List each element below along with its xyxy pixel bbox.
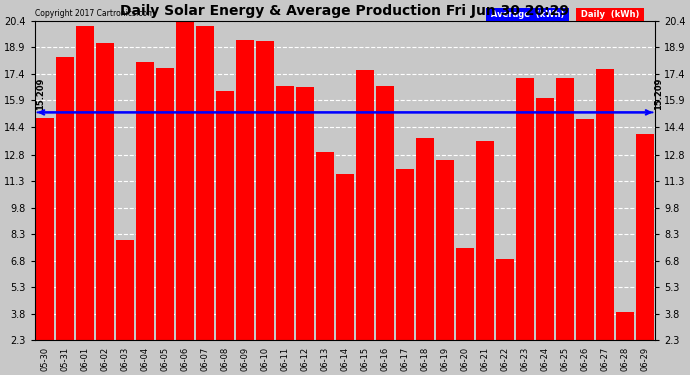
Text: 6.918: 6.918 xyxy=(502,358,508,375)
Text: 15.209: 15.209 xyxy=(654,77,663,110)
Title: Daily Solar Energy & Average Production Fri Jun 30 20:29: Daily Solar Energy & Average Production … xyxy=(121,4,569,18)
Bar xyxy=(236,40,254,375)
Text: 20.388: 20.388 xyxy=(182,353,188,375)
Bar xyxy=(356,70,374,375)
Text: 12.004: 12.004 xyxy=(402,353,408,375)
Text: 17.618: 17.618 xyxy=(362,353,368,375)
Bar xyxy=(616,312,634,375)
Text: 3.924: 3.924 xyxy=(622,358,629,375)
Bar xyxy=(476,141,494,375)
Bar xyxy=(156,68,174,375)
Bar xyxy=(196,27,214,375)
Text: 19.260: 19.260 xyxy=(262,353,268,375)
Text: 13.604: 13.604 xyxy=(482,353,488,375)
Text: 18.338: 18.338 xyxy=(61,353,68,375)
Text: 7.504: 7.504 xyxy=(462,358,468,375)
Bar xyxy=(136,62,154,375)
Text: 16.642: 16.642 xyxy=(302,353,308,375)
Text: 16.018: 16.018 xyxy=(542,353,548,375)
Bar xyxy=(256,41,274,375)
Bar xyxy=(116,240,134,375)
Bar xyxy=(316,152,334,375)
Text: Average  (kWh): Average (kWh) xyxy=(488,10,567,19)
Bar xyxy=(436,160,454,375)
Bar xyxy=(36,118,54,375)
Bar xyxy=(336,174,354,375)
Text: 16.412: 16.412 xyxy=(222,353,228,375)
Bar xyxy=(636,134,654,375)
Text: 16.714: 16.714 xyxy=(282,353,288,375)
Text: 17.136: 17.136 xyxy=(562,353,569,375)
Text: 17.136: 17.136 xyxy=(522,353,528,375)
Bar xyxy=(576,119,594,375)
Bar xyxy=(296,87,314,375)
Text: 14.814: 14.814 xyxy=(582,353,589,375)
Bar xyxy=(536,98,554,375)
Bar xyxy=(76,26,94,375)
Text: 20.112: 20.112 xyxy=(81,353,88,375)
Text: 17.670: 17.670 xyxy=(602,353,609,375)
Text: Copyright 2017 Cartronics.com: Copyright 2017 Cartronics.com xyxy=(35,9,155,18)
Bar xyxy=(416,138,434,375)
Text: 13.742: 13.742 xyxy=(422,353,428,375)
Text: 19.122: 19.122 xyxy=(101,353,108,375)
Bar xyxy=(96,43,114,375)
Bar xyxy=(276,86,294,375)
Bar xyxy=(396,169,414,375)
Bar xyxy=(176,21,194,375)
Text: 15.209: 15.209 xyxy=(36,77,45,110)
Text: 14.006: 14.006 xyxy=(642,353,649,375)
Text: 12.964: 12.964 xyxy=(322,353,328,375)
Bar xyxy=(556,78,574,375)
Text: Daily  (kWh): Daily (kWh) xyxy=(578,10,642,19)
Text: 17.720: 17.720 xyxy=(162,353,168,375)
Text: 11.720: 11.720 xyxy=(342,353,348,375)
Bar xyxy=(56,57,74,375)
Text: 19.328: 19.328 xyxy=(242,353,248,375)
Bar xyxy=(596,69,614,375)
Bar xyxy=(516,78,534,375)
Bar xyxy=(456,249,474,375)
Text: 16.730: 16.730 xyxy=(382,353,388,375)
Text: 7.974: 7.974 xyxy=(121,358,128,375)
Text: 18.064: 18.064 xyxy=(142,353,148,375)
Text: 20.076: 20.076 xyxy=(202,353,208,375)
Bar xyxy=(376,86,394,375)
Text: 14.872: 14.872 xyxy=(41,353,48,375)
Bar xyxy=(496,259,514,375)
Text: 12.534: 12.534 xyxy=(442,353,448,375)
Bar xyxy=(216,91,234,375)
